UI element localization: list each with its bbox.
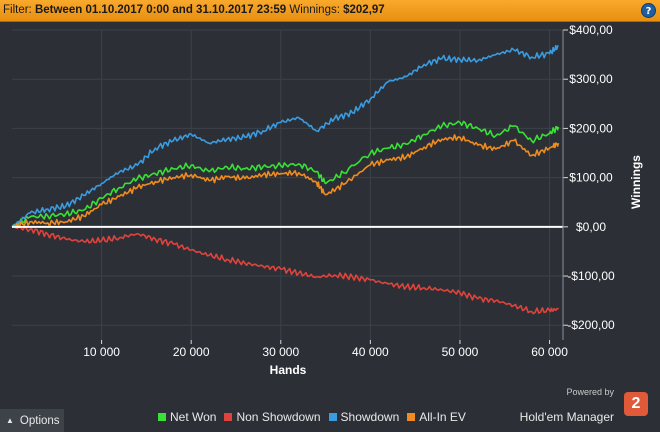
filter-text: Filter: Between 01.10.2017 0:00 and 31.1… [3, 4, 385, 16]
winnings-label: Winnings: [289, 4, 340, 16]
bottom-bar: ▲ Options Net Won Non Showdown Showdown All-… [0, 387, 660, 432]
brand-name: Hold'em Manager [519, 410, 614, 424]
winnings-chart: $400,00 $300,00 $200,00 $100,00 $0,00 -$100,0… [0, 22, 660, 406]
legend-swatch [224, 413, 233, 421]
legend-item-showdown[interactable]: Showdown [328, 410, 400, 424]
y-tick-label: -$100,00 [567, 269, 615, 283]
legend-label: Net Won [170, 410, 217, 424]
winnings-value: $202,97 [343, 4, 385, 16]
y-tick-label: $400,00 [569, 23, 613, 37]
legend-label: Showdown [340, 410, 400, 424]
chart-svg: $400,00 $300,00 $200,00 $100,00 $0,00 -$100,0… [11, 23, 643, 377]
filter-label: Filter: [3, 4, 32, 16]
x-tick-label: 10 000 [83, 345, 120, 359]
legend-item-non-showdown[interactable]: Non Showdown [224, 410, 321, 424]
hm2-logo-icon: 2 [624, 392, 648, 416]
y-tick-label: $0,00 [576, 220, 606, 234]
legend-item-all-in-ev[interactable]: All-In EV [407, 410, 466, 424]
chevron-up-icon: ▲ [6, 416, 14, 425]
series-line-net-won [11, 120, 560, 228]
legend-swatch [158, 413, 166, 421]
x-axis-label: Hands [270, 363, 307, 377]
plot-area [12, 30, 563, 340]
x-tick-label: 20 000 [173, 345, 210, 359]
x-axis-ticks: 10 000 20 000 30 000 40 000 50 000 60 000 [83, 340, 568, 359]
filter-bar[interactable]: Filter: Between 01.10.2017 0:00 and 31.1… [0, 0, 660, 22]
y-tick-label: $300,00 [569, 72, 613, 86]
y-axis-ticks: $400,00 $300,00 $200,00 $100,00 $0,00 -$100,0… [562, 23, 615, 340]
help-icon[interactable]: ? [641, 3, 656, 18]
x-tick-label: 60 000 [531, 345, 568, 359]
chart-legend: Net Won Non Showdown Showdown All-In EV [158, 410, 474, 424]
options-button[interactable]: ▲ Options [0, 409, 64, 432]
legend-swatch [407, 413, 416, 421]
y-tick-label: $100,00 [569, 171, 613, 185]
x-tick-label: 40 000 [352, 345, 389, 359]
filter-date-range: Between 01.10.2017 0:00 and 31.10.2017 2… [34, 4, 287, 16]
legend-item-net-won[interactable]: Net Won [158, 410, 216, 424]
legend-label: Non Showdown [236, 410, 321, 424]
y-tick-label: -$200,00 [567, 318, 615, 332]
x-tick-label: 30 000 [262, 345, 299, 359]
legend-label: All-In EV [419, 410, 466, 424]
series-line-non-showdown [11, 225, 559, 315]
powered-by-text: Powered by [566, 387, 614, 397]
series-lines [11, 44, 560, 315]
series-line-all-in-ev [11, 134, 560, 229]
y-axis-label: Winnings [629, 155, 643, 209]
brand-block: Powered by Hold'em Manager 2 [519, 386, 654, 432]
legend-swatch [328, 413, 337, 421]
x-tick-label: 50 000 [442, 345, 479, 359]
options-label: Options [19, 415, 60, 427]
y-tick-label: $200,00 [569, 121, 613, 135]
series-line-showdown [11, 44, 559, 228]
